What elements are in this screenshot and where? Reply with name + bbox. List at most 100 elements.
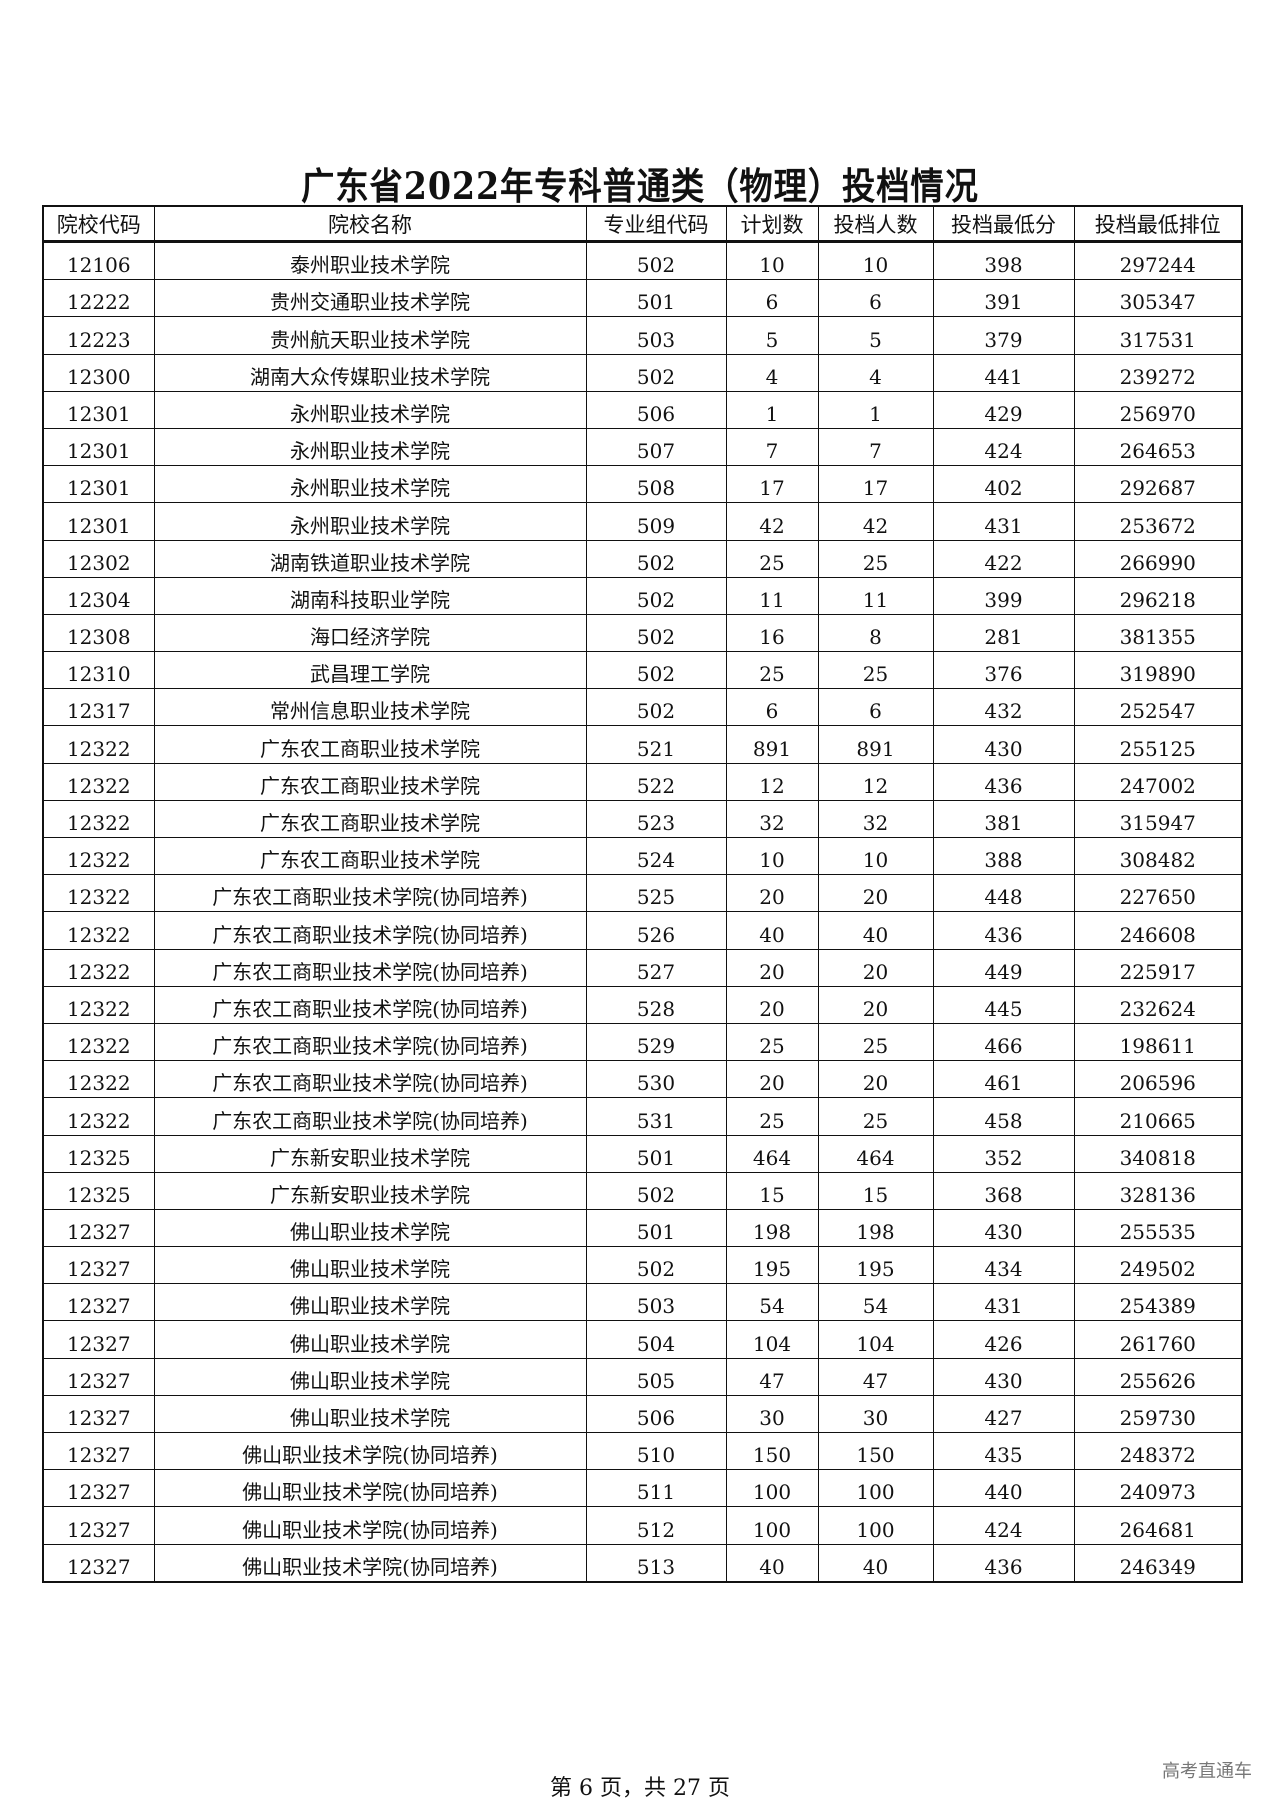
cell-school-code: 12327: [42, 1506, 155, 1545]
cell-plan-count: 10: [725, 240, 819, 281]
cell-min-rank: 249502: [1073, 1246, 1243, 1285]
cell-admitted-count: 195: [817, 1246, 934, 1285]
cell-group-code: 508: [585, 465, 727, 504]
table-header-row: 院校代码 院校名称 专业组代码 计划数 投档人数 投档最低分 投档最低排位: [42, 205, 1243, 243]
cell-admitted-count: 464: [817, 1134, 934, 1173]
cell-school-name: 湖南铁道职业技术学院: [153, 539, 587, 578]
cell-admitted-count: 20: [817, 985, 934, 1024]
cell-admitted-count: 54: [817, 1283, 934, 1322]
table-row: 12106 泰州职业技术学院 502 10 10 398 297244: [42, 240, 1243, 281]
cell-admitted-count: 17: [817, 465, 934, 504]
cell-school-code: 12317: [42, 688, 155, 727]
col-header-plan-count: 计划数: [725, 205, 819, 243]
cell-group-code: 505: [585, 1357, 727, 1396]
cell-school-name: 佛山职业技术学院(协同培养): [153, 1431, 587, 1471]
cell-school-name: 泰州职业技术学院: [153, 240, 587, 281]
cell-admitted-count: 15: [817, 1171, 934, 1210]
cell-min-rank: 248372: [1073, 1431, 1243, 1471]
cell-plan-count: 15: [725, 1171, 819, 1210]
cell-school-code: 12322: [42, 836, 155, 876]
cell-min-score: 458: [932, 1097, 1075, 1136]
cell-school-code: 12322: [42, 725, 155, 764]
col-header-min-rank: 投档最低排位: [1073, 205, 1243, 243]
table-row: 12301 永州职业技术学院 509 42 42 431 253672: [42, 502, 1243, 541]
cell-admitted-count: 5: [817, 316, 934, 355]
cell-min-score: 430: [932, 1357, 1075, 1396]
cell-plan-count: 5: [725, 316, 819, 355]
cell-min-rank: 232624: [1073, 985, 1243, 1024]
cell-admitted-count: 7: [817, 427, 934, 467]
cell-min-score: 430: [932, 725, 1075, 764]
cell-school-name: 佛山职业技术学院: [153, 1357, 587, 1396]
cell-school-name: 佛山职业技术学院(协同培养): [153, 1469, 587, 1508]
cell-admitted-count: 12: [817, 762, 934, 801]
cell-plan-count: 25: [725, 539, 819, 578]
cell-admitted-count: 6: [817, 279, 934, 318]
admission-table: 院校代码 院校名称 专业组代码 计划数 投档人数 投档最低分 投档最低排位 12…: [42, 205, 1243, 1583]
cell-group-code: 530: [585, 1060, 727, 1099]
table-row: 12322 广东农工商职业技术学院(协同培养) 526 40 40 436 246608: [42, 911, 1243, 950]
cell-min-rank: 255626: [1073, 1357, 1243, 1396]
cell-school-name: 佛山职业技术学院: [153, 1208, 587, 1248]
cell-min-score: 431: [932, 1283, 1075, 1322]
cell-school-name: 永州职业技术学院: [153, 465, 587, 504]
cell-group-code: 506: [585, 1394, 727, 1434]
cell-admitted-count: 10: [817, 836, 934, 876]
cell-school-name: 广东农工商职业技术学院: [153, 725, 587, 764]
cell-plan-count: 47: [725, 1357, 819, 1396]
cell-min-rank: 319890: [1073, 651, 1243, 690]
cell-min-score: 379: [932, 316, 1075, 355]
cell-group-code: 502: [585, 688, 727, 727]
table-row: 12223 贵州航天职业技术学院 503 5 5 379 317531: [42, 316, 1243, 355]
cell-group-code: 527: [585, 948, 727, 987]
cell-min-score: 281: [932, 613, 1075, 653]
cell-min-score: 445: [932, 985, 1075, 1024]
cell-school-code: 12327: [42, 1246, 155, 1285]
table-row: 12300 湖南大众传媒职业技术学院 502 4 4 441 239272: [42, 353, 1243, 392]
cell-min-rank: 266990: [1073, 539, 1243, 578]
cell-min-score: 424: [932, 427, 1075, 467]
cell-min-score: 441: [932, 353, 1075, 392]
cell-min-rank: 206596: [1073, 1060, 1243, 1099]
cell-group-code: 502: [585, 1246, 727, 1285]
cell-min-score: 448: [932, 874, 1075, 913]
cell-plan-count: 42: [725, 502, 819, 541]
table-row: 12322 广东农工商职业技术学院(协同培养) 528 20 20 445 232624: [42, 985, 1243, 1024]
cell-admitted-count: 30: [817, 1394, 934, 1434]
cell-min-score: 426: [932, 1320, 1075, 1359]
cell-plan-count: 6: [725, 688, 819, 727]
cell-plan-count: 195: [725, 1246, 819, 1285]
cell-min-score: 422: [932, 539, 1075, 578]
cell-school-code: 12327: [42, 1357, 155, 1396]
cell-plan-count: 12: [725, 762, 819, 801]
cell-min-score: 391: [932, 279, 1075, 318]
cell-min-score: 376: [932, 651, 1075, 690]
cell-plan-count: 30: [725, 1394, 819, 1434]
cell-school-name: 湖南大众传媒职业技术学院: [153, 353, 587, 392]
cell-admitted-count: 891: [817, 725, 934, 764]
cell-min-rank: 296218: [1073, 576, 1243, 615]
cell-min-rank: 264653: [1073, 427, 1243, 467]
cell-admitted-count: 42: [817, 502, 934, 541]
cell-group-code: 501: [585, 279, 727, 318]
table-row: 12322 广东农工商职业技术学院 524 10 10 388 308482: [42, 836, 1243, 876]
page-title: 广东省2022年专科普通类（物理）投档情况: [301, 164, 979, 208]
table-row: 12327 佛山职业技术学院 502 195 195 434 249502: [42, 1246, 1243, 1285]
cell-min-rank: 315947: [1073, 799, 1243, 839]
table-row: 12327 佛山职业技术学院(协同培养) 513 40 40 436 246349: [42, 1543, 1243, 1583]
cell-school-name: 佛山职业技术学院: [153, 1246, 587, 1285]
cell-group-code: 502: [585, 240, 727, 281]
cell-plan-count: 4: [725, 353, 819, 392]
cell-school-name: 广东农工商职业技术学院: [153, 836, 587, 876]
cell-school-name: 贵州交通职业技术学院: [153, 279, 587, 318]
cell-min-rank: 198611: [1073, 1022, 1243, 1062]
cell-school-code: 12301: [42, 502, 155, 541]
cell-admitted-count: 1: [817, 390, 934, 429]
cell-school-code: 12304: [42, 576, 155, 615]
cell-plan-count: 1: [725, 390, 819, 429]
cell-min-score: 429: [932, 390, 1075, 429]
cell-group-code: 502: [585, 353, 727, 392]
cell-school-name: 永州职业技术学院: [153, 502, 587, 541]
cell-school-name: 海口经济学院: [153, 613, 587, 653]
cell-group-code: 529: [585, 1022, 727, 1062]
